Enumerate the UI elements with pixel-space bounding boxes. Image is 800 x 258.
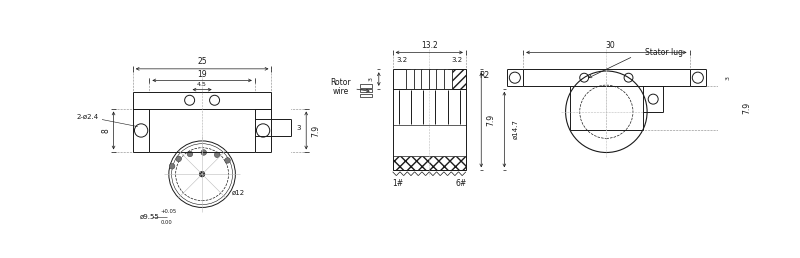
Text: 7.9: 7.9 <box>486 114 495 126</box>
Text: 6#: 6# <box>455 179 467 188</box>
Text: 4.5: 4.5 <box>197 82 207 87</box>
Circle shape <box>170 164 175 169</box>
Text: 7.9: 7.9 <box>742 102 751 114</box>
Bar <box>429 69 437 89</box>
Text: wire: wire <box>332 87 349 96</box>
Text: +0.05: +0.05 <box>160 209 177 214</box>
Circle shape <box>187 151 193 157</box>
Circle shape <box>199 171 205 177</box>
Text: ø9.55: ø9.55 <box>140 214 159 220</box>
Text: 2-ø2.4: 2-ø2.4 <box>76 114 98 120</box>
Text: 19: 19 <box>198 70 207 79</box>
Bar <box>448 69 466 89</box>
Bar <box>359 89 372 92</box>
Text: 13.2: 13.2 <box>421 41 438 50</box>
Circle shape <box>176 156 182 162</box>
Text: 3.2: 3.2 <box>396 57 407 63</box>
Circle shape <box>214 152 220 158</box>
Circle shape <box>225 158 230 163</box>
Text: 3: 3 <box>296 125 301 131</box>
Bar <box>359 94 372 97</box>
Bar <box>393 156 466 170</box>
Text: 3: 3 <box>726 76 730 80</box>
Text: ø14.7: ø14.7 <box>512 119 518 140</box>
Text: 25: 25 <box>198 57 207 66</box>
Text: Stator lug: Stator lug <box>645 48 683 57</box>
Text: 1#: 1# <box>392 179 403 188</box>
Text: Rotor: Rotor <box>330 78 350 87</box>
Text: 0.00: 0.00 <box>160 220 172 225</box>
Text: 3.2: 3.2 <box>451 57 462 63</box>
Text: 7.9: 7.9 <box>312 124 321 136</box>
Circle shape <box>201 150 206 155</box>
Bar <box>437 69 445 89</box>
Bar <box>422 69 430 89</box>
Bar <box>444 69 452 89</box>
Bar <box>359 84 372 88</box>
Text: 8: 8 <box>102 128 110 133</box>
Text: 30: 30 <box>606 41 615 50</box>
Text: 3: 3 <box>369 77 374 81</box>
Text: R2: R2 <box>479 71 490 80</box>
Bar <box>406 69 414 89</box>
Bar <box>414 69 422 89</box>
Text: ø12: ø12 <box>231 189 245 196</box>
